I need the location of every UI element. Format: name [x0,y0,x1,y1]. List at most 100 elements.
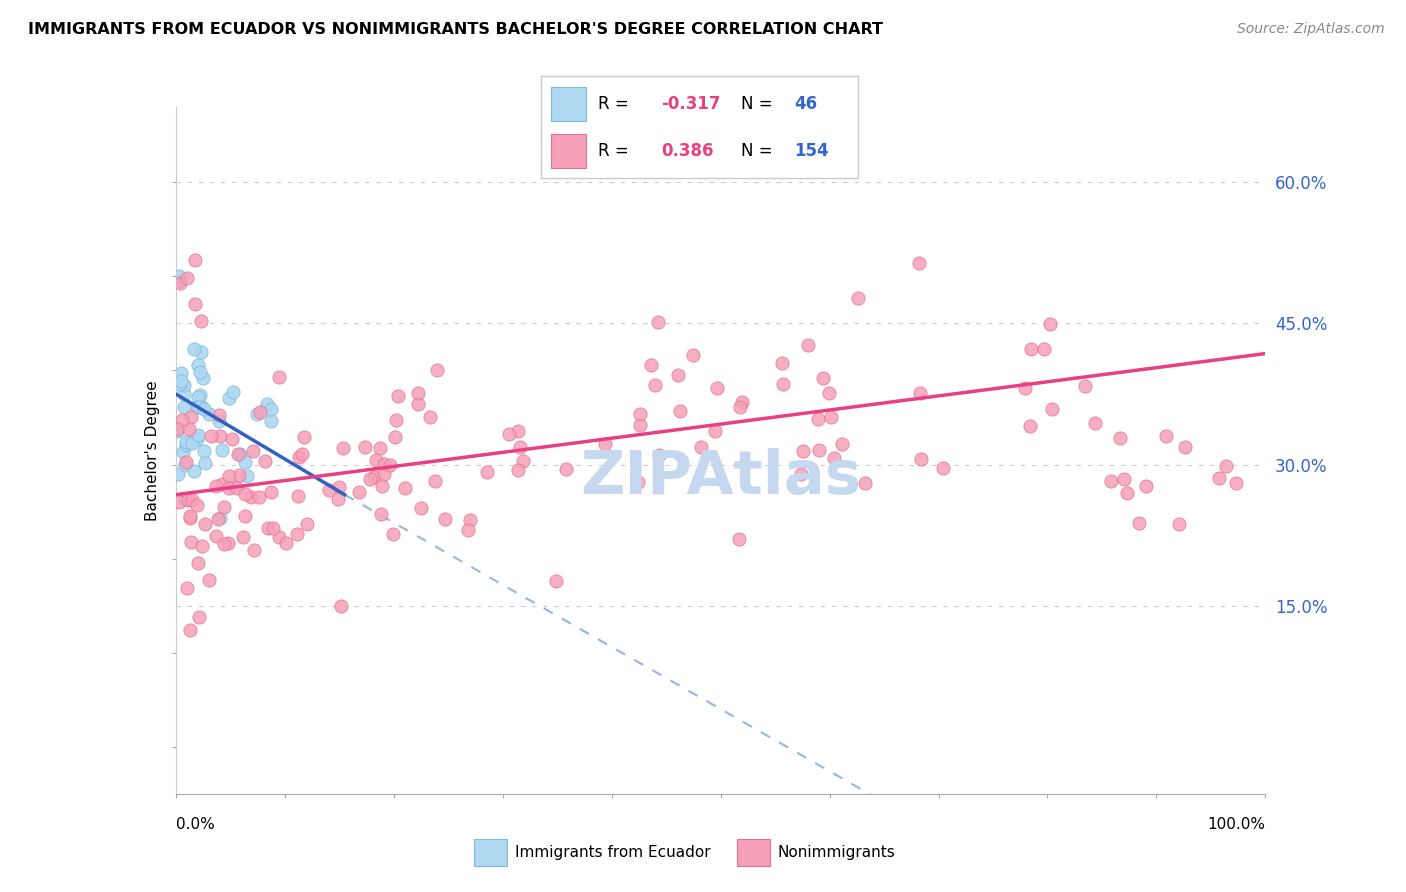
Point [706,381,728,395]
Point [363,470,385,484]
Point [1208,471,1230,485]
Point [682,348,704,362]
Point [183,463,205,477]
Point [169,276,191,290]
Point [772,356,794,370]
FancyBboxPatch shape [551,87,586,121]
Point [236,469,259,483]
Point [180,535,202,549]
Point [1109,432,1132,446]
Point [262,521,284,535]
Point [690,440,713,454]
Point [425,363,447,377]
Point [434,512,457,526]
Point [187,428,209,442]
Point [1074,378,1097,392]
Point [187,358,209,372]
Point [218,481,240,495]
Point [218,391,240,405]
Point [627,475,650,490]
Point [187,610,209,624]
Point [173,492,195,507]
Point [229,447,252,461]
Point [173,458,195,472]
Point [419,409,441,424]
Point [208,408,231,422]
Point [385,413,408,427]
Point [364,453,387,467]
Point [330,599,353,613]
Point [218,468,240,483]
Text: 154: 154 [794,142,830,161]
Point [188,387,211,401]
Point [247,490,270,504]
Point [269,530,291,544]
Point [359,472,381,486]
Point [332,441,354,455]
Point [932,461,955,475]
Point [792,443,814,458]
Point [191,371,214,385]
Point [176,493,198,508]
Point [823,450,845,465]
Point [668,404,690,418]
Point [457,523,479,537]
Point [176,438,198,452]
Point [181,435,204,450]
Point [1014,380,1036,394]
Point [260,414,283,428]
Point [460,513,482,527]
Point [190,313,212,327]
Point [260,402,283,417]
Point [233,487,256,501]
Point [1135,479,1157,493]
Point [555,462,578,476]
Point [406,397,429,411]
Text: N =: N = [741,95,778,113]
Text: IMMIGRANTS FROM ECUADOR VS NONIMMIGRANTS BACHELOR'S DEGREE CORRELATION CHART: IMMIGRANTS FROM ECUADOR VS NONIMMIGRANTS… [28,22,883,37]
Point [1084,416,1107,430]
Point [326,492,349,507]
Point [910,452,932,467]
Point [509,440,531,454]
Point [256,397,278,411]
Point [167,269,190,284]
Point [186,432,208,446]
Point [176,271,198,285]
Point [291,447,314,461]
Point [221,432,243,446]
Point [197,407,219,421]
Point [253,454,276,468]
Point [207,512,229,526]
Point [354,440,377,454]
Point [233,508,256,523]
Point [498,426,520,441]
Point [846,291,869,305]
Point [727,532,749,546]
Point [232,530,254,544]
Point [190,345,212,359]
Point [394,481,416,495]
Point [790,467,813,481]
Point [194,456,217,470]
Point [406,386,429,401]
Point [191,539,214,553]
Point [183,253,205,268]
Point [1032,343,1054,357]
Point [276,536,298,550]
Point [169,377,191,392]
Point [212,537,235,551]
Point [595,437,617,451]
Point [288,450,311,464]
Point [1225,475,1247,490]
Point [249,404,271,418]
Y-axis label: Bachelor's Degree: Bachelor's Degree [145,380,160,521]
Point [240,490,263,504]
Point [194,517,217,532]
Point [648,448,671,462]
Point [226,481,249,495]
Point [170,413,193,427]
Text: 0.0%: 0.0% [176,817,215,832]
Point [1154,429,1177,443]
Point [179,623,201,637]
